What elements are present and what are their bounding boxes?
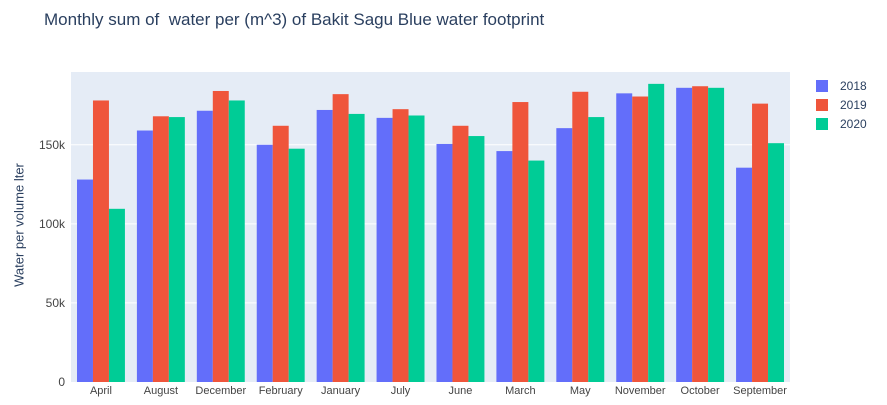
legend-item-2020[interactable]: 2020: [816, 114, 867, 133]
bar-2020-december[interactable]: [228, 100, 245, 382]
bar-2020-october[interactable]: [708, 87, 725, 382]
x-tick-label-january: January: [321, 385, 361, 397]
x-tick-label-november: November: [615, 385, 666, 397]
bar-2020-april[interactable]: [108, 208, 125, 382]
legend-swatch-2019: [816, 98, 828, 111]
y-tick-label: 50k: [46, 296, 66, 310]
legend-label-2019: 2019: [840, 97, 867, 112]
y-tick-label: 100k: [39, 217, 66, 231]
legend-label-2020: 2020: [840, 116, 867, 131]
x-tick-label-august: August: [144, 385, 178, 397]
bar-2019-may[interactable]: [572, 91, 589, 382]
x-tick-label-june: June: [449, 385, 473, 397]
bar-2018-may[interactable]: [556, 128, 573, 382]
bar-2020-june[interactable]: [468, 136, 485, 382]
y-tick-label: 150k: [39, 138, 66, 152]
bar-2019-january[interactable]: [332, 94, 349, 383]
legend-item-2019[interactable]: 2019: [816, 95, 867, 114]
legend-label-2018: 2018: [840, 78, 867, 93]
bar-2020-november[interactable]: [648, 83, 665, 382]
bar-2018-september[interactable]: [736, 167, 753, 382]
bar-2018-january[interactable]: [316, 109, 333, 383]
bar-2018-november[interactable]: [616, 93, 633, 382]
bar-2020-march[interactable]: [528, 160, 545, 382]
x-tick-label-may: May: [570, 385, 591, 397]
x-tick-label-april: April: [90, 385, 112, 397]
bar-2019-december[interactable]: [212, 90, 229, 383]
chart-title: Monthly sum of water per (m^3) of Bakit …: [44, 10, 545, 29]
bar-2020-august[interactable]: [168, 117, 185, 382]
bar-2019-november[interactable]: [632, 96, 649, 382]
x-tick-label-december: December: [195, 385, 246, 397]
bar-2020-february[interactable]: [288, 148, 305, 382]
bar-2018-october[interactable]: [676, 87, 693, 382]
bar-2018-march[interactable]: [496, 151, 513, 382]
bar-2019-september[interactable]: [752, 103, 769, 382]
legend[interactable]: 2018 2019 2020: [816, 76, 867, 133]
x-tick-label-march: March: [505, 385, 536, 397]
bar-2018-december[interactable]: [196, 110, 213, 382]
bar-2018-february[interactable]: [256, 144, 273, 382]
x-tick-label-july: July: [391, 385, 411, 397]
bar-2019-july[interactable]: [392, 109, 409, 382]
legend-swatch-2020: [816, 117, 828, 130]
x-tick-label-february: February: [259, 385, 304, 397]
bar-2020-july[interactable]: [408, 115, 425, 382]
bar-2020-september[interactable]: [768, 143, 785, 382]
legend-swatch-2018: [816, 79, 828, 92]
bar-2019-february[interactable]: [272, 125, 289, 382]
bar-2020-january[interactable]: [348, 113, 365, 382]
bar-2019-june[interactable]: [452, 125, 469, 382]
y-tick-label: 0: [58, 375, 65, 389]
bar-2018-june[interactable]: [436, 143, 453, 382]
bar-2019-august[interactable]: [152, 116, 169, 383]
plot-area: [71, 72, 790, 382]
bar-2018-april[interactable]: [76, 179, 93, 382]
x-tick-label-september: September: [733, 385, 787, 397]
x-tick-label-october: October: [681, 385, 720, 397]
bar-2018-july[interactable]: [376, 117, 393, 383]
bar-2019-october[interactable]: [692, 86, 709, 383]
bar-2018-august[interactable]: [136, 130, 153, 382]
legend-item-2018[interactable]: 2018: [816, 76, 867, 95]
bar-2019-march[interactable]: [512, 102, 529, 382]
y-axis-label: Water per volume lter: [11, 163, 27, 287]
bar-2019-april[interactable]: [92, 100, 109, 382]
bar-2020-may[interactable]: [588, 117, 605, 382]
